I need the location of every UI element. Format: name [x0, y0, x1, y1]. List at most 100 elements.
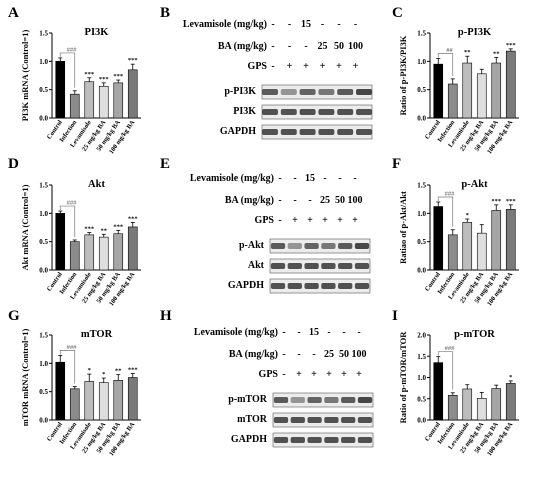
band-lane-5	[337, 89, 354, 95]
panel-label: I	[392, 308, 398, 324]
band-lane-3	[299, 89, 316, 95]
y-tick-label: 0.5	[417, 395, 426, 403]
bar-1	[433, 63, 444, 119]
ba-lane-1: -	[278, 195, 281, 206]
bar-6	[127, 377, 138, 421]
levamisole-lane-4: -	[321, 19, 324, 30]
significance-mark: ***	[128, 215, 138, 222]
blot-strip	[261, 124, 373, 140]
band-lane-4	[324, 417, 339, 423]
band-lane-1	[262, 109, 278, 115]
chart-title: p-mTOR	[454, 329, 495, 340]
bracket-significance: ###	[67, 344, 78, 351]
bar-3	[84, 81, 95, 119]
ba-lane-6: 100	[352, 349, 367, 360]
significance-mark: ***	[113, 73, 123, 80]
band-lane-5	[338, 263, 353, 269]
gps-row-label: GPS	[248, 61, 268, 72]
y-tick-label: 1.0	[417, 374, 426, 382]
bar-1	[433, 206, 444, 271]
band-lane-2	[290, 417, 305, 423]
bar-5	[491, 210, 502, 271]
levamisole-lane-1: -	[282, 327, 285, 338]
gps-lane-1: -	[278, 215, 281, 226]
band-lane-5	[337, 109, 354, 115]
comparison-bracket	[437, 196, 454, 227]
band-lane-5	[341, 417, 356, 423]
gps-lane-6: +	[356, 369, 362, 380]
band-lane-1	[262, 89, 278, 95]
band-lane-3	[304, 283, 319, 289]
band-lane-5	[338, 243, 353, 249]
band-label: p-PI3K	[224, 86, 256, 97]
y-tick-label: 1.5	[417, 30, 426, 38]
levamisole-row-label: Levamisole (mg/kg)	[194, 327, 278, 338]
band-lane-4	[321, 243, 336, 249]
bar-2	[447, 83, 458, 119]
band-label: GAPDH	[220, 126, 256, 137]
y-tick-label: 1.0	[39, 360, 48, 368]
bracket-significance: ##	[446, 47, 453, 54]
chart-title: p-Akt	[461, 179, 488, 190]
band-lane-4	[321, 263, 336, 269]
band-lane-3	[307, 417, 322, 423]
levamisole-lane-5: -	[342, 327, 345, 338]
gps-lane-5: +	[337, 215, 343, 226]
panel-label: H	[160, 308, 172, 324]
gps-lane-1: -	[271, 61, 274, 72]
band-lane-2	[287, 283, 302, 289]
significance-mark: ***	[99, 76, 109, 83]
bar-3	[462, 62, 473, 119]
band-lane-4	[318, 109, 335, 115]
band-label: PI3K	[233, 106, 256, 117]
significance-mark: ***	[128, 367, 138, 374]
levamisole-lane-4: -	[323, 173, 326, 184]
significance-mark: ***	[491, 198, 501, 205]
gps-lane-2: +	[287, 61, 293, 72]
panel-label: A	[8, 5, 19, 21]
panel-label: E	[160, 156, 170, 172]
levamisole-lane-5: -	[337, 19, 340, 30]
band-lane-1	[273, 417, 289, 423]
ba-lane-1: -	[282, 349, 285, 360]
ba-row-label: BA (mg/kg)	[229, 349, 278, 360]
levamisole-row-label: Levamisole (mg/kg)	[183, 19, 267, 30]
chart-title: Akt	[88, 179, 105, 190]
bar-5	[491, 388, 502, 421]
panel-label: B	[160, 5, 170, 21]
significance-mark: **	[115, 368, 122, 375]
gps-lane-3: +	[303, 61, 309, 72]
band-lane-5	[338, 283, 353, 289]
gps-lane-3: +	[311, 369, 317, 380]
gps-lane-5: +	[336, 61, 342, 72]
chart-title: mTOR	[81, 329, 113, 340]
panel-label: G	[8, 308, 20, 324]
comparison-bracket	[59, 350, 76, 384]
bar-1	[55, 61, 66, 119]
levamisole-lane-4: -	[327, 327, 330, 338]
band-lane-6	[354, 243, 370, 249]
bar-5	[113, 82, 124, 119]
y-tick-label: 1.0	[417, 58, 426, 66]
bar-2	[447, 395, 458, 421]
bar-4	[476, 232, 487, 271]
band-lane-1	[270, 263, 286, 269]
ba-lane-3: -	[304, 41, 307, 52]
band-lane-5	[341, 397, 356, 403]
bar-1	[55, 361, 66, 421]
band-lane-6	[356, 129, 372, 135]
comparison-bracket	[437, 53, 454, 76]
bar-5	[113, 380, 124, 421]
significance-mark: **	[101, 227, 108, 234]
band-lane-6	[356, 89, 372, 95]
band-lane-3	[307, 397, 322, 403]
band-lane-6	[357, 437, 373, 443]
levamisole-lane-1: -	[271, 19, 274, 30]
ba-lane-2: -	[288, 41, 291, 52]
y-tick-label: 0.5	[39, 238, 48, 246]
bar-4	[98, 382, 109, 421]
